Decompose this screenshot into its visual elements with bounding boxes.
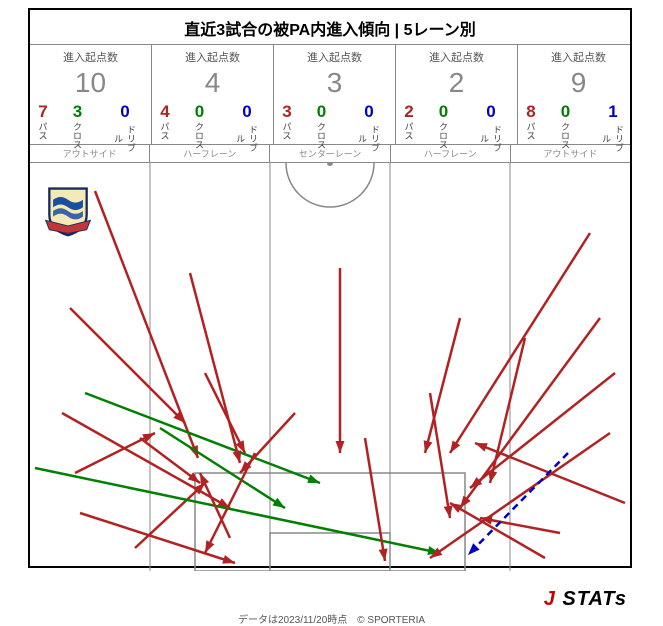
bd-pass: 7 パス	[30, 103, 56, 138]
bd-dribble: 0ドリブル	[221, 103, 273, 138]
bd-cross: 0クロス	[180, 103, 219, 138]
bd-cross-label: クロス	[193, 122, 206, 149]
bd-cross-label: クロス	[559, 122, 572, 149]
pitch-svg	[30, 163, 630, 571]
lane-breakdown: 8 パス 0クロス1ドリブル	[518, 103, 639, 138]
lane-breakdown: 3 パス 0クロス0ドリブル	[274, 103, 395, 138]
bd-dribble-value: 0	[221, 103, 273, 120]
bd-dribble: 0ドリブル	[99, 103, 151, 138]
lane-breakdown: 2 パス 0クロス0ドリブル	[396, 103, 517, 138]
bd-pass: 2 パス	[396, 103, 422, 138]
bd-cross-value: 0	[180, 103, 219, 120]
bd-cross-value: 3	[58, 103, 97, 120]
bd-pass-value: 2	[396, 103, 422, 120]
bd-pass-value: 7	[30, 103, 56, 120]
lane-breakdown: 4 パス 0クロス0ドリブル	[152, 103, 273, 138]
jstats-logo: J STATs	[544, 588, 627, 611]
bd-dribble-label: ドリブル	[112, 122, 138, 155]
lane-header: 進入起点数	[152, 49, 273, 65]
bd-pass: 3 パス	[274, 103, 300, 138]
bd-dribble-label: ドリブル	[478, 122, 504, 155]
bd-dribble-value: 0	[99, 103, 151, 120]
bd-cross-label: クロス	[437, 122, 450, 149]
footer-caption: データは2023/11/20時点 © SPORTERIA	[0, 611, 663, 626]
bd-pass-value: 4	[152, 103, 178, 120]
lane-header: 進入起点数	[274, 49, 395, 65]
lane-total: 4	[152, 67, 273, 99]
lane-total: 3	[274, 67, 395, 99]
bd-cross-value: 0	[424, 103, 463, 120]
bd-cross: 0クロス	[302, 103, 341, 138]
bd-pass-label: パス	[525, 122, 538, 140]
bd-pass-value: 8	[518, 103, 544, 120]
bd-dribble-value: 0	[343, 103, 395, 120]
lane-header: 進入起点数	[518, 49, 639, 65]
bd-cross: 3クロス	[58, 103, 97, 138]
bd-pass-label: パス	[159, 122, 172, 140]
lane-total: 9	[518, 67, 639, 99]
bd-dribble-value: 0	[465, 103, 517, 120]
lane-total: 2	[396, 67, 517, 99]
lane-total: 10	[30, 67, 151, 99]
pitch-area	[30, 163, 630, 571]
bd-dribble: 0ドリブル	[465, 103, 517, 138]
bd-dribble-label: ドリブル	[234, 122, 260, 155]
bd-cross: 0クロス	[424, 103, 463, 138]
lane-stat: 進入起点数 9 8 パス 0クロス1ドリブル	[518, 45, 639, 144]
bd-pass-label: パス	[37, 122, 50, 140]
bd-pass-label: パス	[281, 122, 294, 140]
lane-stat: 進入起点数 3 3 パス 0クロス0ドリブル	[274, 45, 396, 144]
bd-dribble-label: ドリブル	[600, 122, 626, 155]
lane-stat: 進入起点数 4 4 パス 0クロス0ドリブル	[152, 45, 274, 144]
bd-dribble-label: ドリブル	[356, 122, 382, 155]
bd-dribble: 1ドリブル	[587, 103, 639, 138]
logo-stats: STATs	[556, 588, 627, 610]
bd-cross: 0クロス	[546, 103, 585, 138]
bd-cross-label: クロス	[71, 122, 84, 149]
bd-dribble: 0ドリブル	[343, 103, 395, 138]
lane-stat: 進入起点数 2 2 パス 0クロス0ドリブル	[396, 45, 518, 144]
lane-stat: 進入起点数 10 7 パス 3クロス0ドリブル	[30, 45, 152, 144]
logo-j: J	[544, 588, 556, 610]
bd-pass-label: パス	[403, 122, 416, 140]
lane-header: 進入起点数	[396, 49, 517, 65]
bd-cross-value: 0	[302, 103, 341, 120]
bd-pass: 4 パス	[152, 103, 178, 138]
team-badge-icon	[40, 183, 96, 239]
bd-cross-label: クロス	[315, 122, 328, 149]
lane-breakdown: 7 パス 3クロス0ドリブル	[30, 103, 151, 138]
lane-header: 進入起点数	[30, 49, 151, 65]
bd-pass: 8 パス	[518, 103, 544, 138]
bd-cross-value: 0	[546, 103, 585, 120]
chart-title: 直近3試合の被PA内進入傾向 | 5レーン別	[30, 10, 630, 44]
lane-stats-row: 進入起点数107パス3クロス0ドリブル進入起点数44パス0クロス0ドリブル進入起…	[30, 44, 630, 145]
bd-dribble-value: 1	[587, 103, 639, 120]
bd-pass-value: 3	[274, 103, 300, 120]
chart-container: 直近3試合の被PA内進入傾向 | 5レーン別 進入起点数107パス3クロス0ドリ…	[28, 8, 632, 568]
